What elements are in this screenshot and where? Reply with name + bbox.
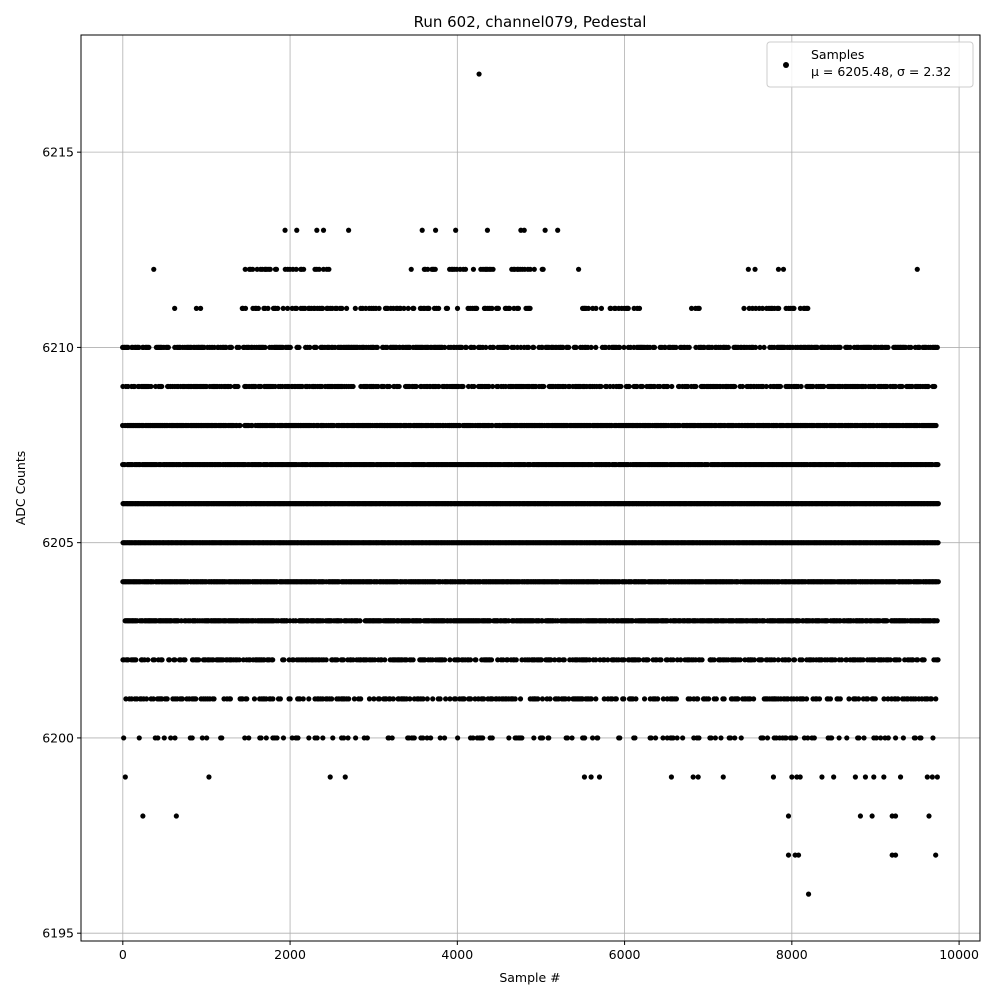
data-point <box>442 344 448 351</box>
data-point <box>893 383 899 390</box>
data-point <box>307 344 313 351</box>
data-point <box>146 344 152 351</box>
data-point <box>626 383 632 390</box>
data-point <box>573 344 579 351</box>
data-point <box>739 383 746 390</box>
data-point <box>236 344 242 351</box>
data-point <box>471 383 477 390</box>
data-point <box>693 383 699 390</box>
data-point <box>669 383 675 390</box>
data-point <box>374 344 380 351</box>
data-point <box>752 344 759 351</box>
data-point <box>617 344 623 351</box>
data-point <box>639 383 646 390</box>
data-point <box>396 383 402 390</box>
data-point <box>761 344 767 351</box>
data-point <box>593 344 599 351</box>
data-point <box>357 618 363 624</box>
data-point <box>490 383 496 390</box>
data-point <box>262 344 268 351</box>
data-point <box>228 344 235 351</box>
data-point <box>934 344 940 351</box>
data-point <box>296 344 302 351</box>
data-point <box>598 383 604 390</box>
data-point <box>386 383 392 390</box>
data-point <box>885 344 891 351</box>
data-point <box>732 383 738 390</box>
data-point <box>933 422 939 429</box>
data-point <box>651 344 658 351</box>
data-point <box>935 579 941 585</box>
data-points <box>119 71 941 897</box>
data-point <box>287 344 293 351</box>
data-point <box>935 461 941 468</box>
data-point <box>504 344 511 351</box>
data-point <box>460 383 466 390</box>
data-point <box>237 422 243 429</box>
data-point <box>541 383 547 390</box>
data-point <box>763 383 769 390</box>
data-point <box>413 383 419 390</box>
data-point <box>436 383 442 390</box>
data-point <box>925 383 931 390</box>
data-point <box>159 383 165 390</box>
data-point <box>935 540 941 546</box>
data-point <box>483 344 489 351</box>
data-point <box>125 344 131 351</box>
data-point <box>935 501 941 507</box>
data-point <box>673 344 679 351</box>
data-point <box>725 344 731 351</box>
data-point <box>621 344 627 351</box>
data-point <box>899 383 905 390</box>
data-point <box>459 344 465 351</box>
data-point <box>313 344 319 351</box>
data-point <box>227 383 233 390</box>
data-point <box>777 383 784 390</box>
data-point <box>463 344 469 351</box>
data-point <box>148 383 154 390</box>
data-point <box>686 344 692 351</box>
data-point <box>350 383 356 390</box>
data-point <box>136 344 142 351</box>
data-point <box>814 344 820 351</box>
data-point <box>531 344 537 351</box>
data-point <box>847 344 853 351</box>
data-point <box>821 383 827 390</box>
data-point <box>490 344 497 351</box>
data-point <box>618 383 624 390</box>
data-point <box>665 383 671 390</box>
data-point <box>165 344 171 351</box>
data-point <box>757 344 763 351</box>
chart-title: Run 602, channel079, Pedestal <box>414 13 647 31</box>
data-point <box>837 344 843 351</box>
data-point <box>525 344 532 351</box>
data-point <box>235 383 241 390</box>
data-point <box>471 344 477 351</box>
data-point <box>566 344 572 351</box>
data-point <box>908 344 914 351</box>
data-point <box>588 344 594 351</box>
data-point <box>798 383 804 390</box>
data-point <box>932 383 938 390</box>
